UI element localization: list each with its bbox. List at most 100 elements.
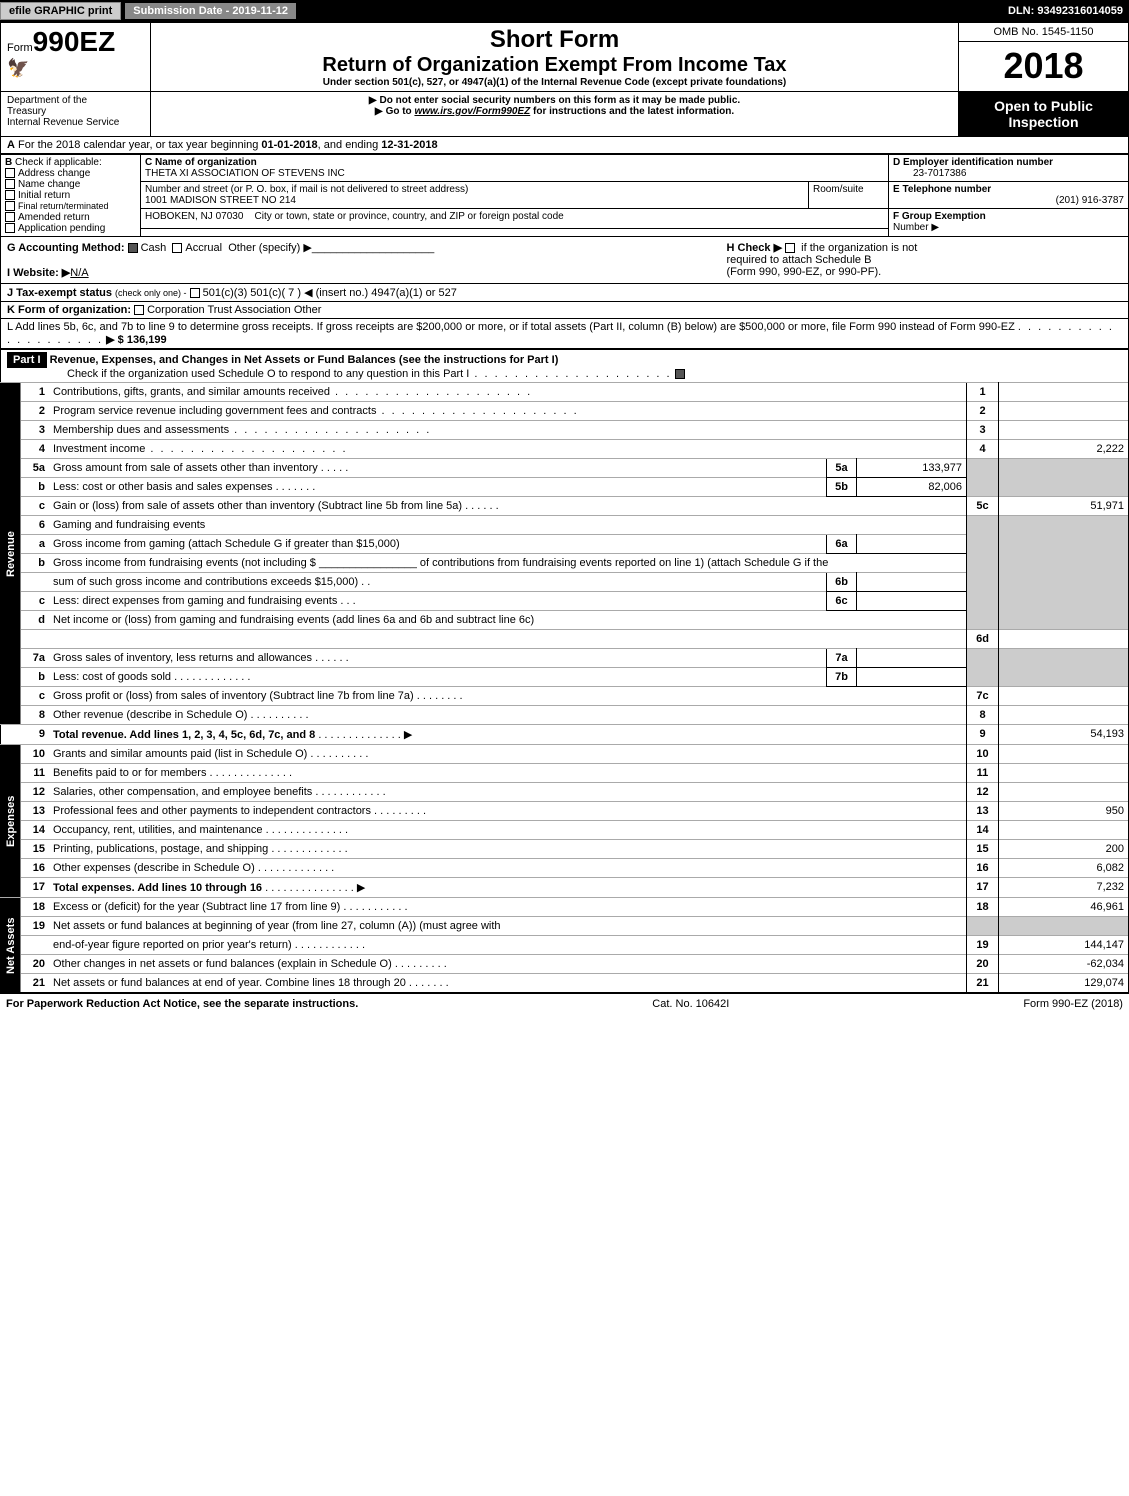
irs-eagle-icon: 🦅 xyxy=(7,58,29,78)
open-to-public: Open to PublicInspection xyxy=(959,92,1129,137)
line-11-text: Benefits paid to or for members xyxy=(53,767,206,779)
checkbox-501c3[interactable] xyxy=(190,288,200,298)
line-7b-value xyxy=(857,668,967,687)
line-10-value xyxy=(999,745,1129,764)
line-14-text: Occupancy, rent, utilities, and maintena… xyxy=(53,824,263,836)
addr-label: Number and street (or P. O. box, if mail… xyxy=(145,184,468,195)
form-prefix: Form xyxy=(7,42,33,54)
line-15-text: Printing, publications, postage, and shi… xyxy=(53,843,268,855)
line-12-value xyxy=(999,783,1129,802)
line-2-value xyxy=(999,402,1129,421)
part-i-label: Part I xyxy=(7,352,47,368)
line-5c-value: 51,971 xyxy=(999,497,1129,516)
box-f-label: F Group Exemption xyxy=(893,211,986,222)
line-20-text: Other changes in net assets or fund bala… xyxy=(53,958,392,970)
dept-line1: Department of the xyxy=(7,95,87,106)
line-7b-text: Less: cost of goods sold xyxy=(53,671,171,683)
checkbox-cash[interactable] xyxy=(128,243,138,253)
line-19-text2: end-of-year figure reported on prior yea… xyxy=(53,939,292,951)
line-5b-text: Less: cost or other basis and sales expe… xyxy=(53,481,273,493)
check-if-applicable: Check if applicable: xyxy=(15,157,102,168)
line-12-text: Salaries, other compensation, and employ… xyxy=(53,786,312,798)
netassets-side-label: Net Assets xyxy=(1,898,22,993)
line-6b-text: Gross income from fundraising events (no… xyxy=(53,557,828,569)
checkbox-accrual[interactable] xyxy=(172,243,182,253)
phone-value: (201) 916-3787 xyxy=(893,195,1124,206)
line-8-value xyxy=(999,706,1129,725)
line-16-text: Other expenses (describe in Schedule O) xyxy=(53,862,255,874)
line-h-label: H Check ▶ xyxy=(727,242,783,254)
line-l-amount: ▶ $ 136,199 xyxy=(106,334,166,346)
line-a: A For the 2018 calendar year, or tax yea… xyxy=(0,137,1129,154)
line-7c-value xyxy=(999,687,1129,706)
form-header: Form990EZ 🦅 Short Form Return of Organiz… xyxy=(0,22,1129,137)
ghijkl-box: G Accounting Method: Cash Accrual Other … xyxy=(0,237,1129,349)
line-7c-text: Gross profit or (loss) from sales of inv… xyxy=(53,690,414,702)
room-suite-label: Room/suite xyxy=(813,184,864,195)
return-title: Return of Organization Exempt From Incom… xyxy=(157,54,952,77)
line-21-text: Net assets or fund balances at end of ye… xyxy=(53,977,406,989)
privacy-note: Do not enter social security numbers on … xyxy=(157,95,952,106)
omb-number: OMB No. 1545-1150 xyxy=(959,23,1129,42)
part-i-title: Revenue, Expenses, and Changes in Net As… xyxy=(50,354,559,366)
line-19-value: 144,147 xyxy=(999,936,1129,955)
checkbox-final-return[interactable] xyxy=(5,201,15,211)
irs-link[interactable]: www.irs.gov/Form990EZ xyxy=(414,106,530,117)
form-ref: Form 990-EZ (2018) xyxy=(1023,998,1123,1010)
line-9-value: 54,193 xyxy=(999,725,1129,745)
expenses-side-label: Expenses xyxy=(1,745,22,898)
line-j-label: J Tax-exempt status xyxy=(7,287,112,299)
checkbox-initial-return[interactable] xyxy=(5,190,15,200)
line-6d-text: Net income or (loss) from gaming and fun… xyxy=(53,614,534,626)
part-i-check: Check if the organization used Schedule … xyxy=(7,368,469,380)
checkbox-amended[interactable] xyxy=(5,212,15,222)
line-20-value: -62,034 xyxy=(999,955,1129,974)
line-18-text: Excess or (deficit) for the year (Subtra… xyxy=(53,901,340,913)
line-5a-text: Gross amount from sale of assets other t… xyxy=(53,462,318,474)
goto-prefix: Go to xyxy=(375,106,415,117)
checkbox-corp[interactable] xyxy=(134,305,144,315)
line-6b-value xyxy=(857,573,967,592)
box-f-number: Number xyxy=(893,222,929,233)
efile-print-button[interactable]: efile GRAPHIC print xyxy=(0,2,121,20)
tax-year: 2018 xyxy=(959,42,1129,92)
checkbox-schedule-o[interactable] xyxy=(675,369,685,379)
submission-date: Submission Date - 2019-11-12 xyxy=(125,3,296,19)
revenue-side-label: Revenue xyxy=(1,383,22,725)
line-3-text: Membership dues and assessments xyxy=(53,424,229,436)
line-5c-text: Gain or (loss) from sale of assets other… xyxy=(53,500,462,512)
goto-suffix: for instructions and the latest informat… xyxy=(530,106,734,117)
line-4-value: 2,222 xyxy=(999,440,1129,459)
line-13-text: Professional fees and other payments to … xyxy=(53,805,371,817)
top-bar: efile GRAPHIC print Submission Date - 20… xyxy=(0,0,1129,22)
checkbox-schedule-b[interactable] xyxy=(785,243,795,253)
line-5a-value: 133,977 xyxy=(857,459,967,478)
line-15-value: 200 xyxy=(999,840,1129,859)
checkbox-name-change[interactable] xyxy=(5,179,15,189)
checkbox-address-change[interactable] xyxy=(5,168,15,178)
box-d-label: D Employer identification number xyxy=(893,157,1053,168)
line-4-text: Investment income xyxy=(53,443,145,455)
page-footer: For Paperwork Reduction Act Notice, see … xyxy=(0,993,1129,1014)
org-name: THETA XI ASSOCIATION OF STEVENS INC xyxy=(145,168,345,179)
dept-line3: Internal Revenue Service xyxy=(7,117,119,128)
line-6a-value xyxy=(857,535,967,554)
catalog-number: Cat. No. 10642I xyxy=(652,998,729,1010)
line-6b-text2: sum of such gross income and contributio… xyxy=(53,576,358,588)
line-7a-value xyxy=(857,649,967,668)
line-21-value: 129,074 xyxy=(999,974,1129,993)
line-6c-text: Less: direct expenses from gaming and fu… xyxy=(53,595,337,607)
line-13-value: 950 xyxy=(999,802,1129,821)
website-value: N/A xyxy=(70,267,88,279)
dln-label: DLN: 93492316014059 xyxy=(1008,5,1129,17)
line-6-text: Gaming and fundraising events xyxy=(53,519,205,531)
line-g-label: G Accounting Method: xyxy=(7,242,125,254)
form-number: 990EZ xyxy=(33,26,116,57)
line-14-value xyxy=(999,821,1129,840)
line-8-text: Other revenue (describe in Schedule O) xyxy=(53,709,247,721)
city-state-zip: HOBOKEN, NJ 07030 xyxy=(145,211,243,222)
line-k-label: K Form of organization: xyxy=(7,304,131,316)
line-6c-value xyxy=(857,592,967,611)
checkbox-application-pending[interactable] xyxy=(5,223,15,233)
box-e-label: E Telephone number xyxy=(893,184,991,195)
